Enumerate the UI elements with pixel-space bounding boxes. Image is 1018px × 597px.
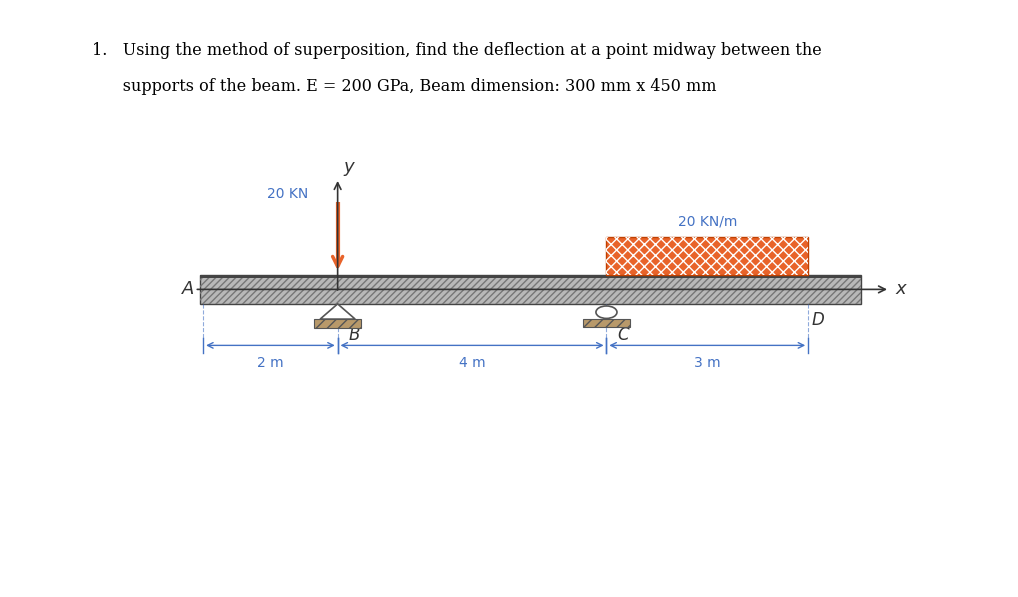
Circle shape — [596, 306, 617, 318]
Bar — [607, 237, 808, 275]
Text: 2 m: 2 m — [258, 356, 284, 370]
Text: C: C — [617, 327, 628, 344]
Bar — [315, 319, 361, 328]
Text: 1.   Using the method of superposition, find the deflection at a point midway be: 1. Using the method of superposition, fi… — [92, 42, 822, 59]
Polygon shape — [320, 304, 355, 319]
Bar — [201, 275, 860, 304]
Text: A: A — [182, 281, 194, 298]
Text: 4 m: 4 m — [459, 356, 486, 370]
Text: B: B — [348, 327, 359, 344]
Text: x: x — [896, 281, 906, 298]
Text: 3 m: 3 m — [694, 356, 721, 370]
Text: y: y — [343, 158, 354, 176]
Text: 20 KN: 20 KN — [267, 186, 308, 201]
Bar — [583, 319, 630, 327]
Text: supports of the beam. E = 200 GPa, Beam dimension: 300 mm x 450 mm: supports of the beam. E = 200 GPa, Beam … — [92, 78, 716, 94]
Text: 20 KN/m: 20 KN/m — [678, 214, 737, 228]
Bar — [201, 275, 860, 304]
Bar — [607, 237, 808, 275]
Text: D: D — [811, 311, 825, 329]
Bar — [201, 275, 860, 278]
